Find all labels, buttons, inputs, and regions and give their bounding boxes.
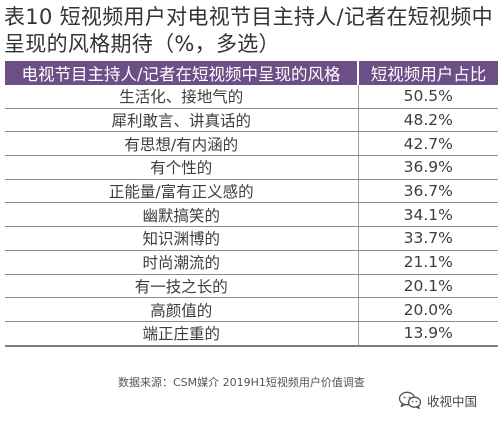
- data-table: 电视节目主持人/记者在短视频中呈现的风格 短视频用户占比 生活化、接地气的 50…: [5, 61, 498, 347]
- share-cell: 50.5%: [358, 85, 498, 109]
- table-body: 生活化、接地气的 50.5% 犀利敢言、讲真话的 48.2% 有思想/有内涵的 …: [5, 85, 498, 347]
- header-share: 短视频用户占比: [358, 61, 498, 85]
- table-row: 时尚潮流的 21.1%: [5, 250, 498, 275]
- style-cell: 知识渊博的: [5, 226, 359, 251]
- share-cell: 42.7%: [358, 131, 498, 157]
- share-cell: 36.9%: [358, 155, 498, 180]
- style-cell: 有个性的: [5, 155, 359, 180]
- share-cell: 13.9%: [358, 321, 498, 347]
- share-cell: 20.1%: [358, 274, 498, 299]
- share-cell: 48.2%: [358, 108, 498, 133]
- style-cell: 高颜值的: [5, 297, 359, 322]
- table-row: 犀利敢言、讲真话的 48.2%: [5, 108, 498, 133]
- table-row: 有个性的 36.9%: [5, 155, 498, 180]
- share-cell: 21.1%: [358, 250, 498, 275]
- table-row: 正能量/富有正义感的 36.7%: [5, 179, 498, 204]
- watermark-label: 收视中国: [427, 393, 478, 409]
- style-cell: 有思想/有内涵的: [5, 131, 359, 157]
- header-row: 电视节目主持人/记者在短视频中呈现的风格 短视频用户占比: [5, 61, 498, 85]
- share-cell: 33.7%: [358, 226, 498, 251]
- table-header: 电视节目主持人/记者在短视频中呈现的风格 短视频用户占比: [5, 61, 498, 85]
- style-cell: 幽默搞笑的: [5, 202, 359, 228]
- table-row: 有一技之长的 20.1%: [5, 274, 498, 299]
- data-source: 数据来源：CSM媒介 2019H1短视频用户价值调查: [118, 376, 365, 389]
- table-row: 端正庄重的 13.9%: [5, 321, 498, 347]
- style-cell: 时尚潮流的: [5, 250, 359, 275]
- share-cell: 36.7%: [358, 179, 498, 204]
- style-cell: 犀利敢言、讲真话的: [5, 108, 359, 133]
- share-cell: 34.1%: [358, 202, 498, 228]
- style-cell: 正能量/富有正义感的: [5, 179, 359, 204]
- table-row: 知识渊博的 33.7%: [5, 226, 498, 251]
- table-row: 有思想/有内涵的 42.7%: [5, 131, 498, 157]
- wechat-icon: [398, 391, 422, 409]
- style-cell: 有一技之长的: [5, 274, 359, 299]
- share-cell: 20.0%: [358, 297, 498, 322]
- table-row: 高颜值的 20.0%: [5, 297, 498, 322]
- table-row: 幽默搞笑的 34.1%: [5, 202, 498, 228]
- style-cell: 生活化、接地气的: [5, 85, 359, 109]
- style-cell: 端正庄重的: [5, 321, 359, 347]
- watermark: 收视中国: [398, 390, 477, 410]
- table-row: 生活化、接地气的 50.5%: [5, 85, 498, 109]
- header-style: 电视节目主持人/记者在短视频中呈现的风格: [5, 61, 359, 85]
- table-title: 表10 短视频用户对电视节目主持人/记者在短视频中呈现的风格期待（%，多选）: [4, 5, 493, 56]
